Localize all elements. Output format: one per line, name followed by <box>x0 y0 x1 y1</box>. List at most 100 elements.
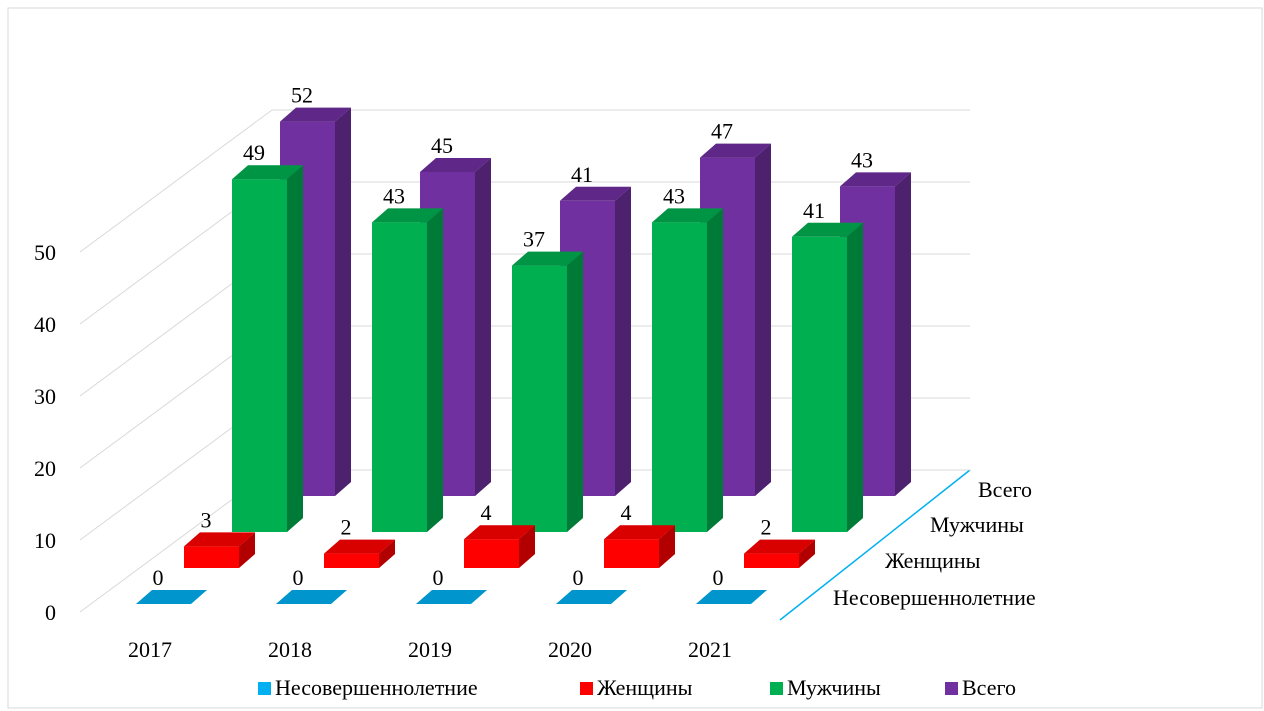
bar-side <box>519 525 535 568</box>
legend-label: Несовершеннолетние <box>275 675 478 700</box>
bar-top <box>604 525 675 540</box>
bar-top <box>840 172 911 187</box>
bar <box>416 590 487 604</box>
bar-side-shade <box>707 208 723 532</box>
bar-side-shade <box>475 158 491 496</box>
bar <box>184 532 255 568</box>
bar-side-shade <box>755 143 771 496</box>
data-label: 45 <box>431 133 453 158</box>
bar-side-shade <box>567 251 583 532</box>
depth-axis <box>779 469 971 621</box>
bar-top <box>792 222 863 237</box>
bar-front <box>232 179 287 532</box>
bar-side <box>707 208 723 532</box>
bar-top-shade <box>184 532 255 547</box>
x-tick-label: 2021 <box>688 637 732 662</box>
bar-top <box>136 590 207 604</box>
bar <box>276 590 347 604</box>
bar <box>512 251 583 532</box>
x-tick-label: 2017 <box>128 637 172 662</box>
legend-label: Мужчины <box>787 675 881 700</box>
data-label: 41 <box>571 162 593 187</box>
y-tick-label: 20 <box>34 456 56 481</box>
bar-side <box>615 186 631 497</box>
bar <box>136 590 207 604</box>
bar-side <box>379 539 395 568</box>
data-label: 43 <box>851 147 873 172</box>
bar-side <box>799 539 815 568</box>
y-tick-label: 0 <box>45 600 56 625</box>
bar-top-shade <box>556 590 627 604</box>
bar-top-shade <box>840 172 911 187</box>
bar-side-shade <box>239 532 255 568</box>
bar-side-shade <box>519 525 535 568</box>
bar-side-shade <box>335 107 351 496</box>
bar-top <box>324 539 395 554</box>
y-tick-label: 40 <box>34 312 56 337</box>
bar-side-shade <box>659 525 675 568</box>
bar-front <box>652 222 707 532</box>
bar-top <box>280 107 351 122</box>
bar-top-shade <box>324 539 395 554</box>
bar-front <box>512 265 567 532</box>
data-label: 52 <box>291 83 313 108</box>
bar-top-shade <box>652 208 723 223</box>
data-label: 0 <box>573 565 584 590</box>
bar-side <box>847 222 863 533</box>
bar-top <box>700 143 771 158</box>
bar-side-shade <box>427 208 443 532</box>
bar-front <box>324 553 379 568</box>
bar <box>232 165 303 532</box>
bar-top-shade <box>560 186 631 201</box>
bar <box>372 208 443 532</box>
bar-top-shade <box>136 590 207 604</box>
bar-top <box>556 590 627 604</box>
bar-top <box>184 532 255 547</box>
data-label: 0 <box>293 565 304 590</box>
chart-border <box>7 7 1263 709</box>
depth-label: Женщины <box>885 548 981 573</box>
y-tick-label: 30 <box>34 384 56 409</box>
bar-side-shade <box>287 165 303 532</box>
legend-label: Женщины <box>597 675 693 700</box>
data-label: 4 <box>481 500 492 525</box>
bar-side <box>427 208 443 532</box>
bar-front <box>792 236 847 533</box>
bar-side-shade <box>847 222 863 533</box>
data-label: 2 <box>761 515 772 540</box>
y-tick-label: 50 <box>34 240 56 265</box>
bar-top-shade <box>464 525 535 540</box>
bar-top <box>512 251 583 266</box>
bar-top-shade <box>696 590 767 604</box>
data-label: 0 <box>713 565 724 590</box>
x-tick-label: 2020 <box>548 637 592 662</box>
grid-line <box>79 109 273 253</box>
bar-top <box>372 208 443 223</box>
bar-front <box>184 546 239 568</box>
bar-top <box>420 158 491 172</box>
bar-side-shade <box>799 539 815 568</box>
bar-top-shade <box>744 539 815 554</box>
bar-side <box>239 532 255 568</box>
data-label: 2 <box>341 515 352 540</box>
x-tick-label: 2019 <box>408 637 452 662</box>
data-label: 37 <box>523 227 545 252</box>
data-label: 0 <box>433 565 444 590</box>
bar-top-shade <box>276 590 347 604</box>
bar-top-shade <box>280 107 351 122</box>
legend-swatch <box>580 682 593 695</box>
bar-side-shade <box>379 539 395 568</box>
data-label: 4 <box>621 500 632 525</box>
data-label: 0 <box>153 565 164 590</box>
legend-swatch <box>258 682 271 695</box>
bar-top <box>652 208 723 223</box>
bar-front <box>372 222 427 532</box>
data-label: 43 <box>663 183 685 208</box>
bar-top-shade <box>792 222 863 237</box>
bar-top <box>560 186 631 201</box>
x-tick-label: 2018 <box>268 637 312 662</box>
bar-top <box>416 590 487 604</box>
bar-top-shade <box>604 525 675 540</box>
depth-label: Несовершеннолетние <box>833 585 1036 610</box>
